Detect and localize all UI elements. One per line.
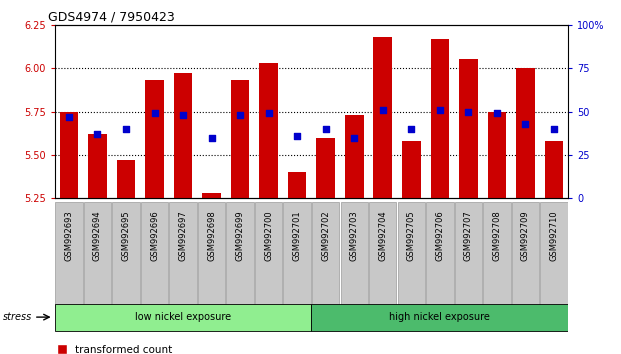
Point [435, 107, 445, 113]
Bar [345, 115, 363, 198]
FancyBboxPatch shape [283, 202, 311, 308]
Point [406, 126, 416, 132]
Bar [145, 80, 164, 198]
Bar [430, 39, 449, 198]
FancyBboxPatch shape [483, 202, 510, 308]
Text: high nickel exposure: high nickel exposure [389, 312, 490, 322]
Text: GSM992704: GSM992704 [378, 210, 388, 261]
Bar [545, 141, 563, 198]
Text: GSM992693: GSM992693 [65, 210, 73, 261]
Text: stress: stress [2, 312, 32, 322]
FancyBboxPatch shape [340, 202, 368, 308]
Text: GDS4974 / 7950423: GDS4974 / 7950423 [48, 11, 175, 24]
Bar [260, 63, 278, 198]
Text: GSM992694: GSM992694 [93, 210, 102, 261]
Text: GSM992707: GSM992707 [464, 210, 473, 261]
Legend: transformed count, percentile rank within the sample: transformed count, percentile rank withi… [58, 345, 250, 354]
Point [235, 112, 245, 118]
Point [264, 110, 274, 116]
Text: low nickel exposure: low nickel exposure [135, 312, 231, 322]
Text: GSM992698: GSM992698 [207, 210, 216, 261]
Bar [231, 80, 250, 198]
Text: GSM992706: GSM992706 [435, 210, 444, 261]
FancyBboxPatch shape [227, 202, 254, 308]
Bar [317, 138, 335, 198]
Bar [459, 59, 478, 198]
Text: GSM992703: GSM992703 [350, 210, 359, 261]
Bar [202, 193, 221, 198]
Text: GSM992695: GSM992695 [122, 210, 130, 261]
FancyBboxPatch shape [55, 304, 312, 331]
Text: GSM992710: GSM992710 [550, 210, 558, 261]
Bar [60, 112, 78, 198]
Bar [88, 134, 107, 198]
FancyBboxPatch shape [397, 202, 425, 308]
Point [178, 112, 188, 118]
FancyBboxPatch shape [112, 202, 140, 308]
Point [320, 126, 330, 132]
Text: GSM992705: GSM992705 [407, 210, 416, 261]
Bar [402, 141, 420, 198]
Point [150, 110, 160, 116]
Point [349, 135, 359, 141]
FancyBboxPatch shape [55, 202, 83, 308]
FancyBboxPatch shape [255, 202, 283, 308]
Text: GSM992697: GSM992697 [179, 210, 188, 261]
FancyBboxPatch shape [455, 202, 482, 308]
FancyBboxPatch shape [369, 202, 396, 308]
Bar [174, 73, 193, 198]
Text: GSM992696: GSM992696 [150, 210, 159, 261]
Text: GSM992699: GSM992699 [235, 210, 245, 261]
Point [549, 126, 559, 132]
Text: GSM992701: GSM992701 [292, 210, 302, 261]
Text: GSM992709: GSM992709 [521, 210, 530, 261]
Point [64, 114, 74, 120]
Point [463, 109, 473, 114]
Point [378, 107, 388, 113]
Text: GSM992700: GSM992700 [264, 210, 273, 261]
Point [520, 121, 530, 126]
FancyBboxPatch shape [141, 202, 168, 308]
Point [492, 110, 502, 116]
Point [93, 131, 102, 137]
Point [292, 133, 302, 139]
Point [207, 135, 217, 141]
FancyBboxPatch shape [426, 202, 453, 308]
Text: GSM992702: GSM992702 [321, 210, 330, 261]
FancyBboxPatch shape [198, 202, 225, 308]
Bar [516, 68, 535, 198]
FancyBboxPatch shape [540, 202, 568, 308]
Bar [373, 37, 392, 198]
Bar [117, 160, 135, 198]
FancyBboxPatch shape [512, 202, 539, 308]
Text: GSM992708: GSM992708 [492, 210, 501, 261]
Point [121, 126, 131, 132]
Bar [288, 172, 306, 198]
FancyBboxPatch shape [170, 202, 197, 308]
FancyBboxPatch shape [312, 202, 340, 308]
Bar [487, 112, 506, 198]
FancyBboxPatch shape [84, 202, 111, 308]
FancyBboxPatch shape [312, 304, 568, 331]
